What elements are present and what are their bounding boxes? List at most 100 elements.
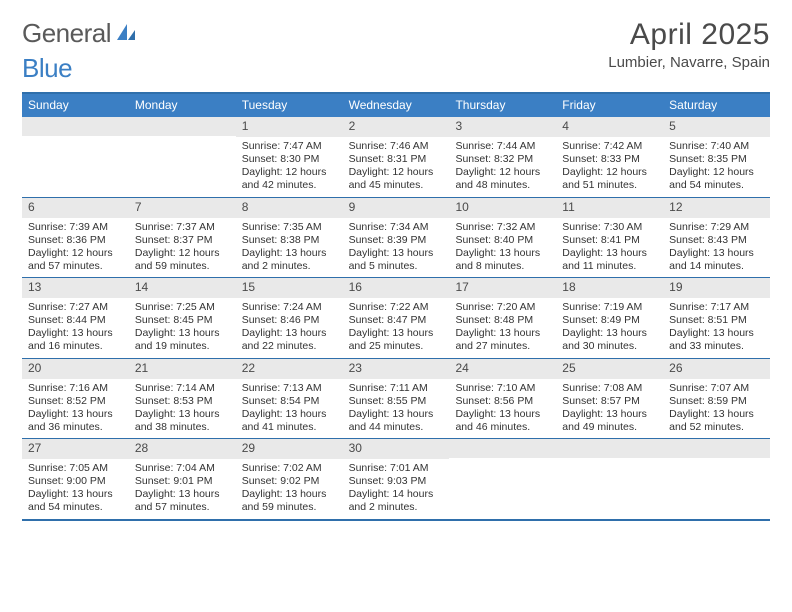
- daylight-text: Daylight: 13 hours and 49 minutes.: [562, 408, 657, 434]
- day-details: Sunrise: 7:27 AMSunset: 8:44 PMDaylight:…: [22, 298, 129, 358]
- sunrise-text: Sunrise: 7:27 AM: [28, 301, 123, 314]
- calendar-cell: 29Sunrise: 7:02 AMSunset: 9:02 PMDayligh…: [236, 439, 343, 519]
- calendar-row: 1Sunrise: 7:47 AMSunset: 8:30 PMDaylight…: [22, 117, 770, 198]
- sunrise-text: Sunrise: 7:44 AM: [455, 140, 550, 153]
- weekday-col: Monday: [129, 94, 236, 117]
- day-number: 9: [343, 198, 450, 218]
- day-details: Sunrise: 7:30 AMSunset: 8:41 PMDaylight:…: [556, 218, 663, 278]
- sunrise-text: Sunrise: 7:10 AM: [455, 382, 550, 395]
- sunset-text: Sunset: 8:55 PM: [349, 395, 444, 408]
- sunset-text: Sunset: 8:40 PM: [455, 234, 550, 247]
- calendar-cell: 3Sunrise: 7:44 AMSunset: 8:32 PMDaylight…: [449, 117, 556, 197]
- daylight-text: Daylight: 13 hours and 19 minutes.: [135, 327, 230, 353]
- sunset-text: Sunset: 9:01 PM: [135, 475, 230, 488]
- daylight-text: Daylight: 12 hours and 45 minutes.: [349, 166, 444, 192]
- sunrise-text: Sunrise: 7:40 AM: [669, 140, 764, 153]
- daylight-text: Daylight: 13 hours and 22 minutes.: [242, 327, 337, 353]
- sunset-text: Sunset: 8:51 PM: [669, 314, 764, 327]
- sunrise-text: Sunrise: 7:16 AM: [28, 382, 123, 395]
- day-details: Sunrise: 7:11 AMSunset: 8:55 PMDaylight:…: [343, 379, 450, 439]
- day-number: 11: [556, 198, 663, 218]
- sunset-text: Sunset: 9:02 PM: [242, 475, 337, 488]
- sunset-text: Sunset: 8:49 PM: [562, 314, 657, 327]
- day-number: 21: [129, 359, 236, 379]
- calendar-cell: 16Sunrise: 7:22 AMSunset: 8:47 PMDayligh…: [343, 278, 450, 358]
- calendar-cell: 19Sunrise: 7:17 AMSunset: 8:51 PMDayligh…: [663, 278, 770, 358]
- weekday-col: Sunday: [22, 94, 129, 117]
- calendar-cell: 28Sunrise: 7:04 AMSunset: 9:01 PMDayligh…: [129, 439, 236, 519]
- day-number: 23: [343, 359, 450, 379]
- sunrise-text: Sunrise: 7:22 AM: [349, 301, 444, 314]
- sunrise-text: Sunrise: 7:42 AM: [562, 140, 657, 153]
- day-details: Sunrise: 7:17 AMSunset: 8:51 PMDaylight:…: [663, 298, 770, 358]
- daylight-text: Daylight: 13 hours and 59 minutes.: [242, 488, 337, 514]
- daylight-text: Daylight: 13 hours and 27 minutes.: [455, 327, 550, 353]
- sunrise-text: Sunrise: 7:24 AM: [242, 301, 337, 314]
- calendar-cell: [449, 439, 556, 519]
- daylight-text: Daylight: 13 hours and 8 minutes.: [455, 247, 550, 273]
- sunset-text: Sunset: 8:36 PM: [28, 234, 123, 247]
- calendar-body: 1Sunrise: 7:47 AMSunset: 8:30 PMDaylight…: [22, 117, 770, 521]
- calendar-cell: [556, 439, 663, 519]
- calendar-cell: 11Sunrise: 7:30 AMSunset: 8:41 PMDayligh…: [556, 198, 663, 278]
- sunset-text: Sunset: 8:44 PM: [28, 314, 123, 327]
- day-number: 8: [236, 198, 343, 218]
- daylight-text: Daylight: 13 hours and 41 minutes.: [242, 408, 337, 434]
- calendar-cell: 4Sunrise: 7:42 AMSunset: 8:33 PMDaylight…: [556, 117, 663, 197]
- day-number: 4: [556, 117, 663, 137]
- day-number: 2: [343, 117, 450, 137]
- sunset-text: Sunset: 8:54 PM: [242, 395, 337, 408]
- weekday-col: Saturday: [663, 94, 770, 117]
- calendar-cell: 1Sunrise: 7:47 AMSunset: 8:30 PMDaylight…: [236, 117, 343, 197]
- sunrise-text: Sunrise: 7:39 AM: [28, 221, 123, 234]
- day-number: 24: [449, 359, 556, 379]
- daylight-text: Daylight: 13 hours and 33 minutes.: [669, 327, 764, 353]
- day-number: 27: [22, 439, 129, 459]
- day-details: Sunrise: 7:14 AMSunset: 8:53 PMDaylight:…: [129, 379, 236, 439]
- sunset-text: Sunset: 8:39 PM: [349, 234, 444, 247]
- day-details: Sunrise: 7:46 AMSunset: 8:31 PMDaylight:…: [343, 137, 450, 197]
- sunrise-text: Sunrise: 7:13 AM: [242, 382, 337, 395]
- calendar-cell: 13Sunrise: 7:27 AMSunset: 8:44 PMDayligh…: [22, 278, 129, 358]
- calendar-cell: 12Sunrise: 7:29 AMSunset: 8:43 PMDayligh…: [663, 198, 770, 278]
- calendar-cell: [129, 117, 236, 197]
- daylight-text: Daylight: 13 hours and 36 minutes.: [28, 408, 123, 434]
- calendar-cell: 22Sunrise: 7:13 AMSunset: 8:54 PMDayligh…: [236, 359, 343, 439]
- logo: General: [22, 18, 139, 49]
- daylight-text: Daylight: 13 hours and 16 minutes.: [28, 327, 123, 353]
- sunrise-text: Sunrise: 7:02 AM: [242, 462, 337, 475]
- sunrise-text: Sunrise: 7:14 AM: [135, 382, 230, 395]
- logo-sail-icon: [115, 18, 137, 49]
- calendar-cell: 24Sunrise: 7:10 AMSunset: 8:56 PMDayligh…: [449, 359, 556, 439]
- calendar-cell: 6Sunrise: 7:39 AMSunset: 8:36 PMDaylight…: [22, 198, 129, 278]
- calendar-cell: 8Sunrise: 7:35 AMSunset: 8:38 PMDaylight…: [236, 198, 343, 278]
- calendar-cell: 30Sunrise: 7:01 AMSunset: 9:03 PMDayligh…: [343, 439, 450, 519]
- calendar-cell: 26Sunrise: 7:07 AMSunset: 8:59 PMDayligh…: [663, 359, 770, 439]
- sunrise-text: Sunrise: 7:01 AM: [349, 462, 444, 475]
- day-details: Sunrise: 7:47 AMSunset: 8:30 PMDaylight:…: [236, 137, 343, 197]
- day-number: 3: [449, 117, 556, 137]
- calendar-cell: 20Sunrise: 7:16 AMSunset: 8:52 PMDayligh…: [22, 359, 129, 439]
- daylight-text: Daylight: 13 hours and 30 minutes.: [562, 327, 657, 353]
- day-details: Sunrise: 7:34 AMSunset: 8:39 PMDaylight:…: [343, 218, 450, 278]
- sunrise-text: Sunrise: 7:34 AM: [349, 221, 444, 234]
- daylight-text: Daylight: 12 hours and 42 minutes.: [242, 166, 337, 192]
- calendar-cell: 17Sunrise: 7:20 AMSunset: 8:48 PMDayligh…: [449, 278, 556, 358]
- sunset-text: Sunset: 8:52 PM: [28, 395, 123, 408]
- calendar-cell: 9Sunrise: 7:34 AMSunset: 8:39 PMDaylight…: [343, 198, 450, 278]
- day-number: 12: [663, 198, 770, 218]
- day-number: 19: [663, 278, 770, 298]
- sunrise-text: Sunrise: 7:20 AM: [455, 301, 550, 314]
- day-number: 16: [343, 278, 450, 298]
- daylight-text: Daylight: 13 hours and 57 minutes.: [135, 488, 230, 514]
- sunset-text: Sunset: 8:35 PM: [669, 153, 764, 166]
- sunrise-text: Sunrise: 7:07 AM: [669, 382, 764, 395]
- sunset-text: Sunset: 8:45 PM: [135, 314, 230, 327]
- day-number: 17: [449, 278, 556, 298]
- sunset-text: Sunset: 8:53 PM: [135, 395, 230, 408]
- sunset-text: Sunset: 8:33 PM: [562, 153, 657, 166]
- day-details: Sunrise: 7:02 AMSunset: 9:02 PMDaylight:…: [236, 459, 343, 519]
- sunset-text: Sunset: 8:46 PM: [242, 314, 337, 327]
- sunset-text: Sunset: 8:31 PM: [349, 153, 444, 166]
- daylight-text: Daylight: 13 hours and 11 minutes.: [562, 247, 657, 273]
